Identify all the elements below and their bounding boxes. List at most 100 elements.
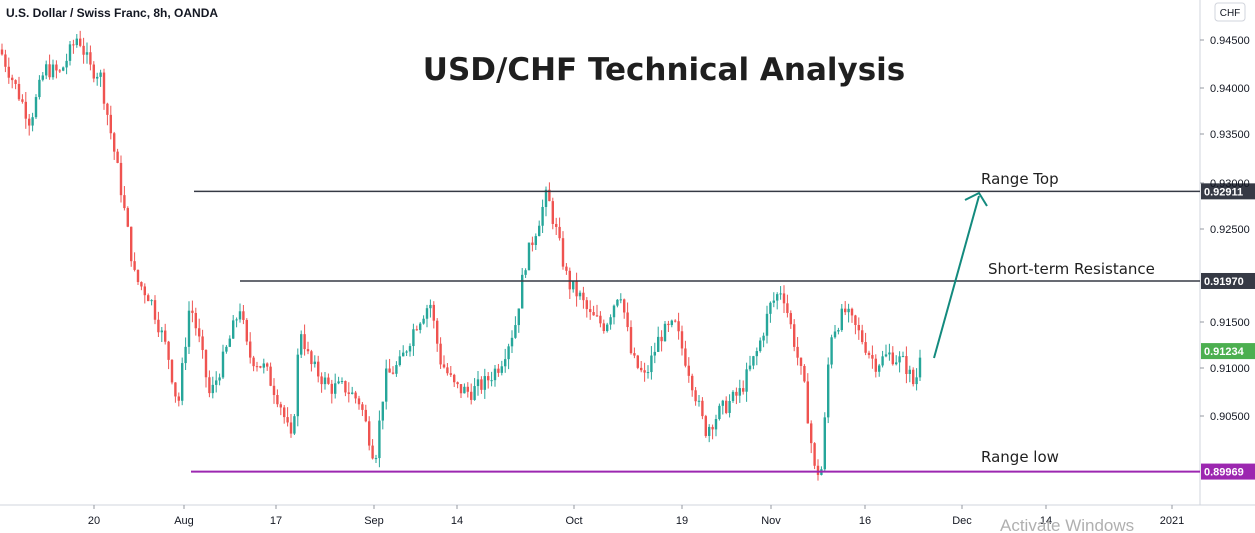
- candle-body: [412, 329, 415, 347]
- candle-body: [466, 386, 469, 392]
- x-tick-label: 14: [1040, 515, 1052, 527]
- candle-body: [833, 331, 837, 338]
- candle-body: [266, 363, 269, 367]
- candle-body: [361, 404, 364, 410]
- candle-body: [126, 208, 129, 227]
- candle-body: [456, 382, 459, 385]
- candle-body: [446, 367, 449, 374]
- candle-body: [480, 379, 483, 390]
- candle-body: [599, 315, 602, 324]
- candle-body: [62, 67, 65, 71]
- candle-body: [483, 376, 486, 390]
- candle-body: [473, 386, 476, 400]
- candle-body: [660, 336, 663, 342]
- candle-body: [629, 327, 633, 354]
- candle-body: [17, 83, 21, 100]
- candle-body: [718, 405, 721, 420]
- candle-body: [385, 368, 388, 402]
- y-tick-label: 0.94500: [1210, 35, 1250, 47]
- candle-body: [102, 72, 106, 104]
- candle-body: [531, 242, 534, 246]
- candle-body: [388, 368, 391, 373]
- candle-body: [762, 335, 765, 341]
- candle-body: [368, 421, 371, 446]
- candle-body: [320, 376, 323, 385]
- candle-body: [245, 319, 248, 342]
- candle-body: [687, 365, 690, 376]
- candle-body: [191, 310, 194, 313]
- candle-body: [371, 445, 374, 459]
- candle-body: [908, 369, 911, 375]
- candle-body: [113, 133, 116, 152]
- candle-body: [793, 324, 796, 347]
- candle-body: [636, 355, 639, 368]
- candle-body: [395, 365, 398, 374]
- candle-body: [252, 357, 255, 367]
- candle-body: [711, 426, 714, 430]
- candle-body: [310, 351, 313, 365]
- candle-body: [534, 236, 537, 246]
- candle-body: [238, 311, 242, 320]
- candle-body: [901, 356, 905, 358]
- candle-body: [82, 45, 85, 55]
- candle-body: [769, 302, 772, 314]
- candle-body: [449, 373, 452, 375]
- x-tick-label: Nov: [761, 515, 781, 527]
- candle-body: [796, 346, 799, 358]
- candle-body: [714, 419, 718, 430]
- candle-body: [442, 364, 446, 368]
- candle-body: [857, 324, 860, 331]
- symbol-title: U.S. Dollar / Swiss Franc, 8h, OANDA: [6, 6, 218, 20]
- windows-watermark: Activate Windows: [1000, 516, 1134, 533]
- candle-body: [381, 401, 384, 421]
- candle-body: [912, 369, 915, 385]
- candle-body: [303, 334, 306, 350]
- candle-body: [55, 64, 58, 71]
- candle-body: [249, 341, 252, 358]
- candle-body: [184, 346, 187, 364]
- candle-body: [585, 300, 588, 310]
- y-tick-label: 0.91500: [1210, 317, 1250, 329]
- candle-body: [225, 346, 228, 352]
- candle-body: [524, 270, 527, 275]
- candle-body: [48, 64, 51, 78]
- candle-body: [133, 261, 136, 270]
- candle-body: [11, 77, 14, 81]
- candle-body: [106, 103, 109, 115]
- candle-body: [317, 361, 320, 377]
- candle-body: [748, 365, 752, 370]
- candle-body: [476, 379, 480, 387]
- candle-body: [589, 309, 592, 313]
- candle-body: [72, 44, 75, 46]
- candle-body: [402, 352, 405, 357]
- candle-body: [119, 162, 123, 196]
- candle-body: [221, 351, 225, 378]
- candle-body: [497, 368, 500, 373]
- candle-body: [208, 377, 211, 394]
- candle-body: [147, 295, 150, 302]
- candle-body: [109, 114, 112, 134]
- candle-body: [878, 365, 881, 372]
- candle-body: [803, 365, 806, 382]
- annotation-range-low: Range low: [981, 448, 1059, 466]
- candle-body: [218, 377, 221, 381]
- candle-body: [847, 308, 850, 313]
- currency-button[interactable]: CHF: [1214, 2, 1246, 22]
- candle-body: [867, 352, 871, 355]
- time-axis: 20 Aug 17 Sep 14 Oct 19 Nov 16 Dec 14 2021: [88, 505, 1184, 527]
- annotation-short-term-resistance: Short-term Resistance: [988, 260, 1155, 278]
- x-tick-label: 14: [451, 515, 463, 527]
- candle-body: [75, 38, 78, 46]
- candle-body: [425, 308, 429, 319]
- candle-body: [633, 353, 636, 356]
- candle-body: [89, 52, 92, 65]
- candle-body: [337, 381, 340, 384]
- candle-body: [663, 323, 667, 342]
- candle-body: [871, 354, 874, 359]
- candle-body: [602, 323, 605, 332]
- candle-body: [572, 281, 575, 290]
- candle-body: [670, 320, 673, 326]
- candle-body: [419, 323, 422, 330]
- candle-body: [31, 117, 34, 126]
- candle-body: [837, 330, 840, 332]
